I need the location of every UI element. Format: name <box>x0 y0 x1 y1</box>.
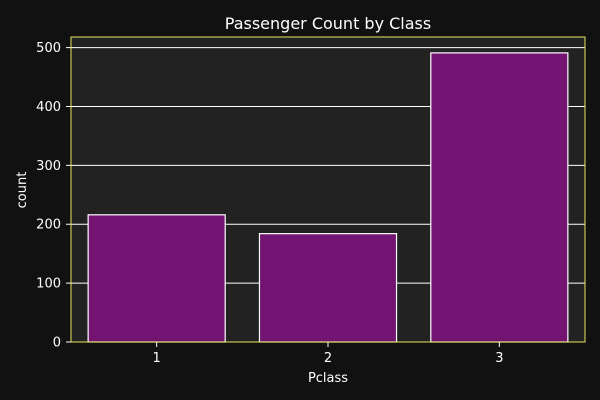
x-axis-ticks: 1 2 3 <box>153 342 503 366</box>
x-axis-label: Pclass <box>308 371 348 386</box>
y-axis-label: count <box>15 172 30 209</box>
y-tick-label: 400 <box>36 100 61 115</box>
bar <box>87 214 226 343</box>
y-tick-label: 500 <box>36 41 61 56</box>
y-axis-ticks: 0 100 200 300 400 500 <box>36 41 71 351</box>
x-tick-label: 3 <box>495 351 503 366</box>
bar <box>258 233 398 343</box>
chart-title: Passenger Count by Class <box>225 14 431 33</box>
x-tick-label: 1 <box>153 351 161 366</box>
y-tick-label: 0 <box>53 336 61 351</box>
y-tick-label: 100 <box>36 277 61 292</box>
bars <box>87 52 569 343</box>
bar <box>430 52 569 343</box>
x-tick-label: 2 <box>324 351 332 366</box>
y-tick-label: 200 <box>36 218 61 233</box>
y-tick-label: 300 <box>36 159 61 174</box>
